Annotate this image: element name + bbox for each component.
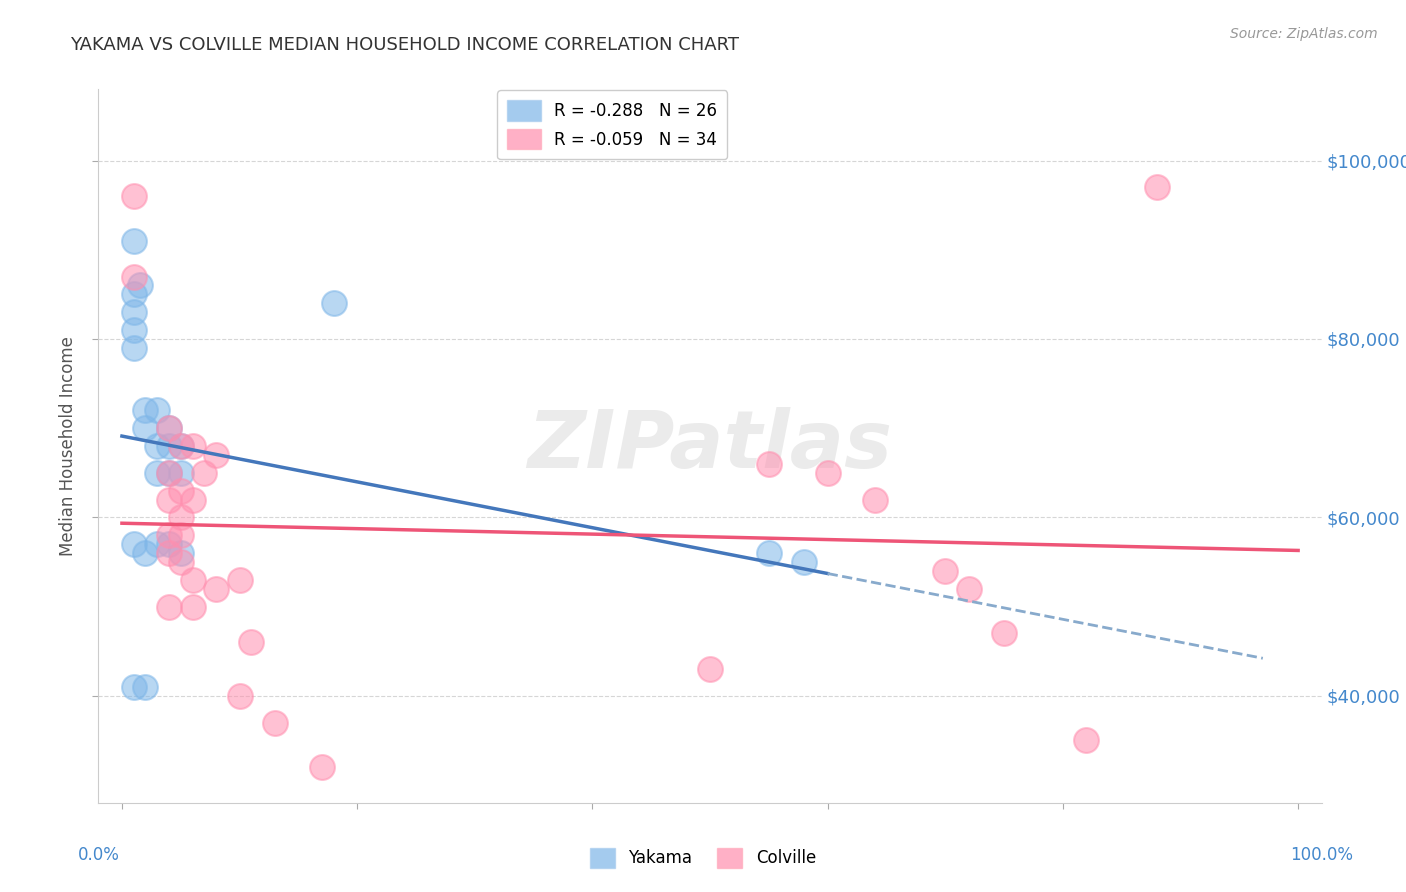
Point bbox=[157, 492, 180, 507]
Point bbox=[228, 689, 250, 703]
Point bbox=[157, 528, 180, 542]
Point bbox=[146, 403, 169, 417]
Point bbox=[170, 439, 193, 453]
Point bbox=[122, 189, 145, 203]
Y-axis label: Median Household Income: Median Household Income bbox=[59, 336, 77, 556]
Point bbox=[170, 466, 193, 480]
Point bbox=[263, 715, 285, 730]
Point bbox=[758, 457, 780, 471]
Point bbox=[128, 278, 150, 293]
Point bbox=[170, 528, 193, 542]
Point bbox=[157, 466, 180, 480]
Point bbox=[157, 537, 180, 551]
Point bbox=[134, 421, 156, 435]
Point bbox=[205, 448, 228, 462]
Point bbox=[205, 582, 228, 596]
Point bbox=[134, 680, 156, 694]
Point bbox=[170, 546, 193, 560]
Point bbox=[157, 421, 180, 435]
Point bbox=[228, 573, 250, 587]
Point bbox=[934, 564, 956, 578]
Point bbox=[181, 599, 204, 614]
Point bbox=[134, 403, 156, 417]
Text: ZIPatlas: ZIPatlas bbox=[527, 407, 893, 485]
Text: 0.0%: 0.0% bbox=[77, 846, 120, 863]
Point bbox=[957, 582, 980, 596]
Legend: R = -0.288   N = 26, R = -0.059   N = 34: R = -0.288 N = 26, R = -0.059 N = 34 bbox=[498, 90, 727, 160]
Point bbox=[170, 510, 193, 524]
Point bbox=[122, 341, 145, 355]
Point bbox=[181, 573, 204, 587]
Legend: Yakama, Colville: Yakama, Colville bbox=[583, 841, 823, 875]
Point bbox=[157, 439, 180, 453]
Point bbox=[170, 483, 193, 498]
Point bbox=[157, 599, 180, 614]
Point bbox=[157, 466, 180, 480]
Point bbox=[758, 546, 780, 560]
Point bbox=[181, 492, 204, 507]
Point bbox=[122, 305, 145, 319]
Point bbox=[122, 269, 145, 284]
Point bbox=[793, 555, 815, 569]
Point bbox=[134, 546, 156, 560]
Point bbox=[993, 626, 1015, 640]
Point bbox=[146, 537, 169, 551]
Text: 100.0%: 100.0% bbox=[1291, 846, 1353, 863]
Point bbox=[122, 680, 145, 694]
Point bbox=[170, 555, 193, 569]
Point bbox=[122, 287, 145, 301]
Text: Source: ZipAtlas.com: Source: ZipAtlas.com bbox=[1230, 27, 1378, 41]
Point bbox=[146, 439, 169, 453]
Text: YAKAMA VS COLVILLE MEDIAN HOUSEHOLD INCOME CORRELATION CHART: YAKAMA VS COLVILLE MEDIAN HOUSEHOLD INCO… bbox=[70, 36, 740, 54]
Point bbox=[122, 323, 145, 337]
Point bbox=[157, 546, 180, 560]
Point bbox=[817, 466, 839, 480]
Point bbox=[322, 296, 344, 310]
Point bbox=[699, 662, 721, 676]
Point bbox=[181, 439, 204, 453]
Point bbox=[170, 439, 193, 453]
Point bbox=[863, 492, 886, 507]
Point bbox=[311, 760, 333, 774]
Point bbox=[1076, 733, 1098, 747]
Point bbox=[122, 537, 145, 551]
Point bbox=[240, 635, 263, 649]
Point bbox=[157, 421, 180, 435]
Point bbox=[1146, 180, 1168, 194]
Point bbox=[122, 234, 145, 248]
Point bbox=[146, 466, 169, 480]
Point bbox=[193, 466, 215, 480]
